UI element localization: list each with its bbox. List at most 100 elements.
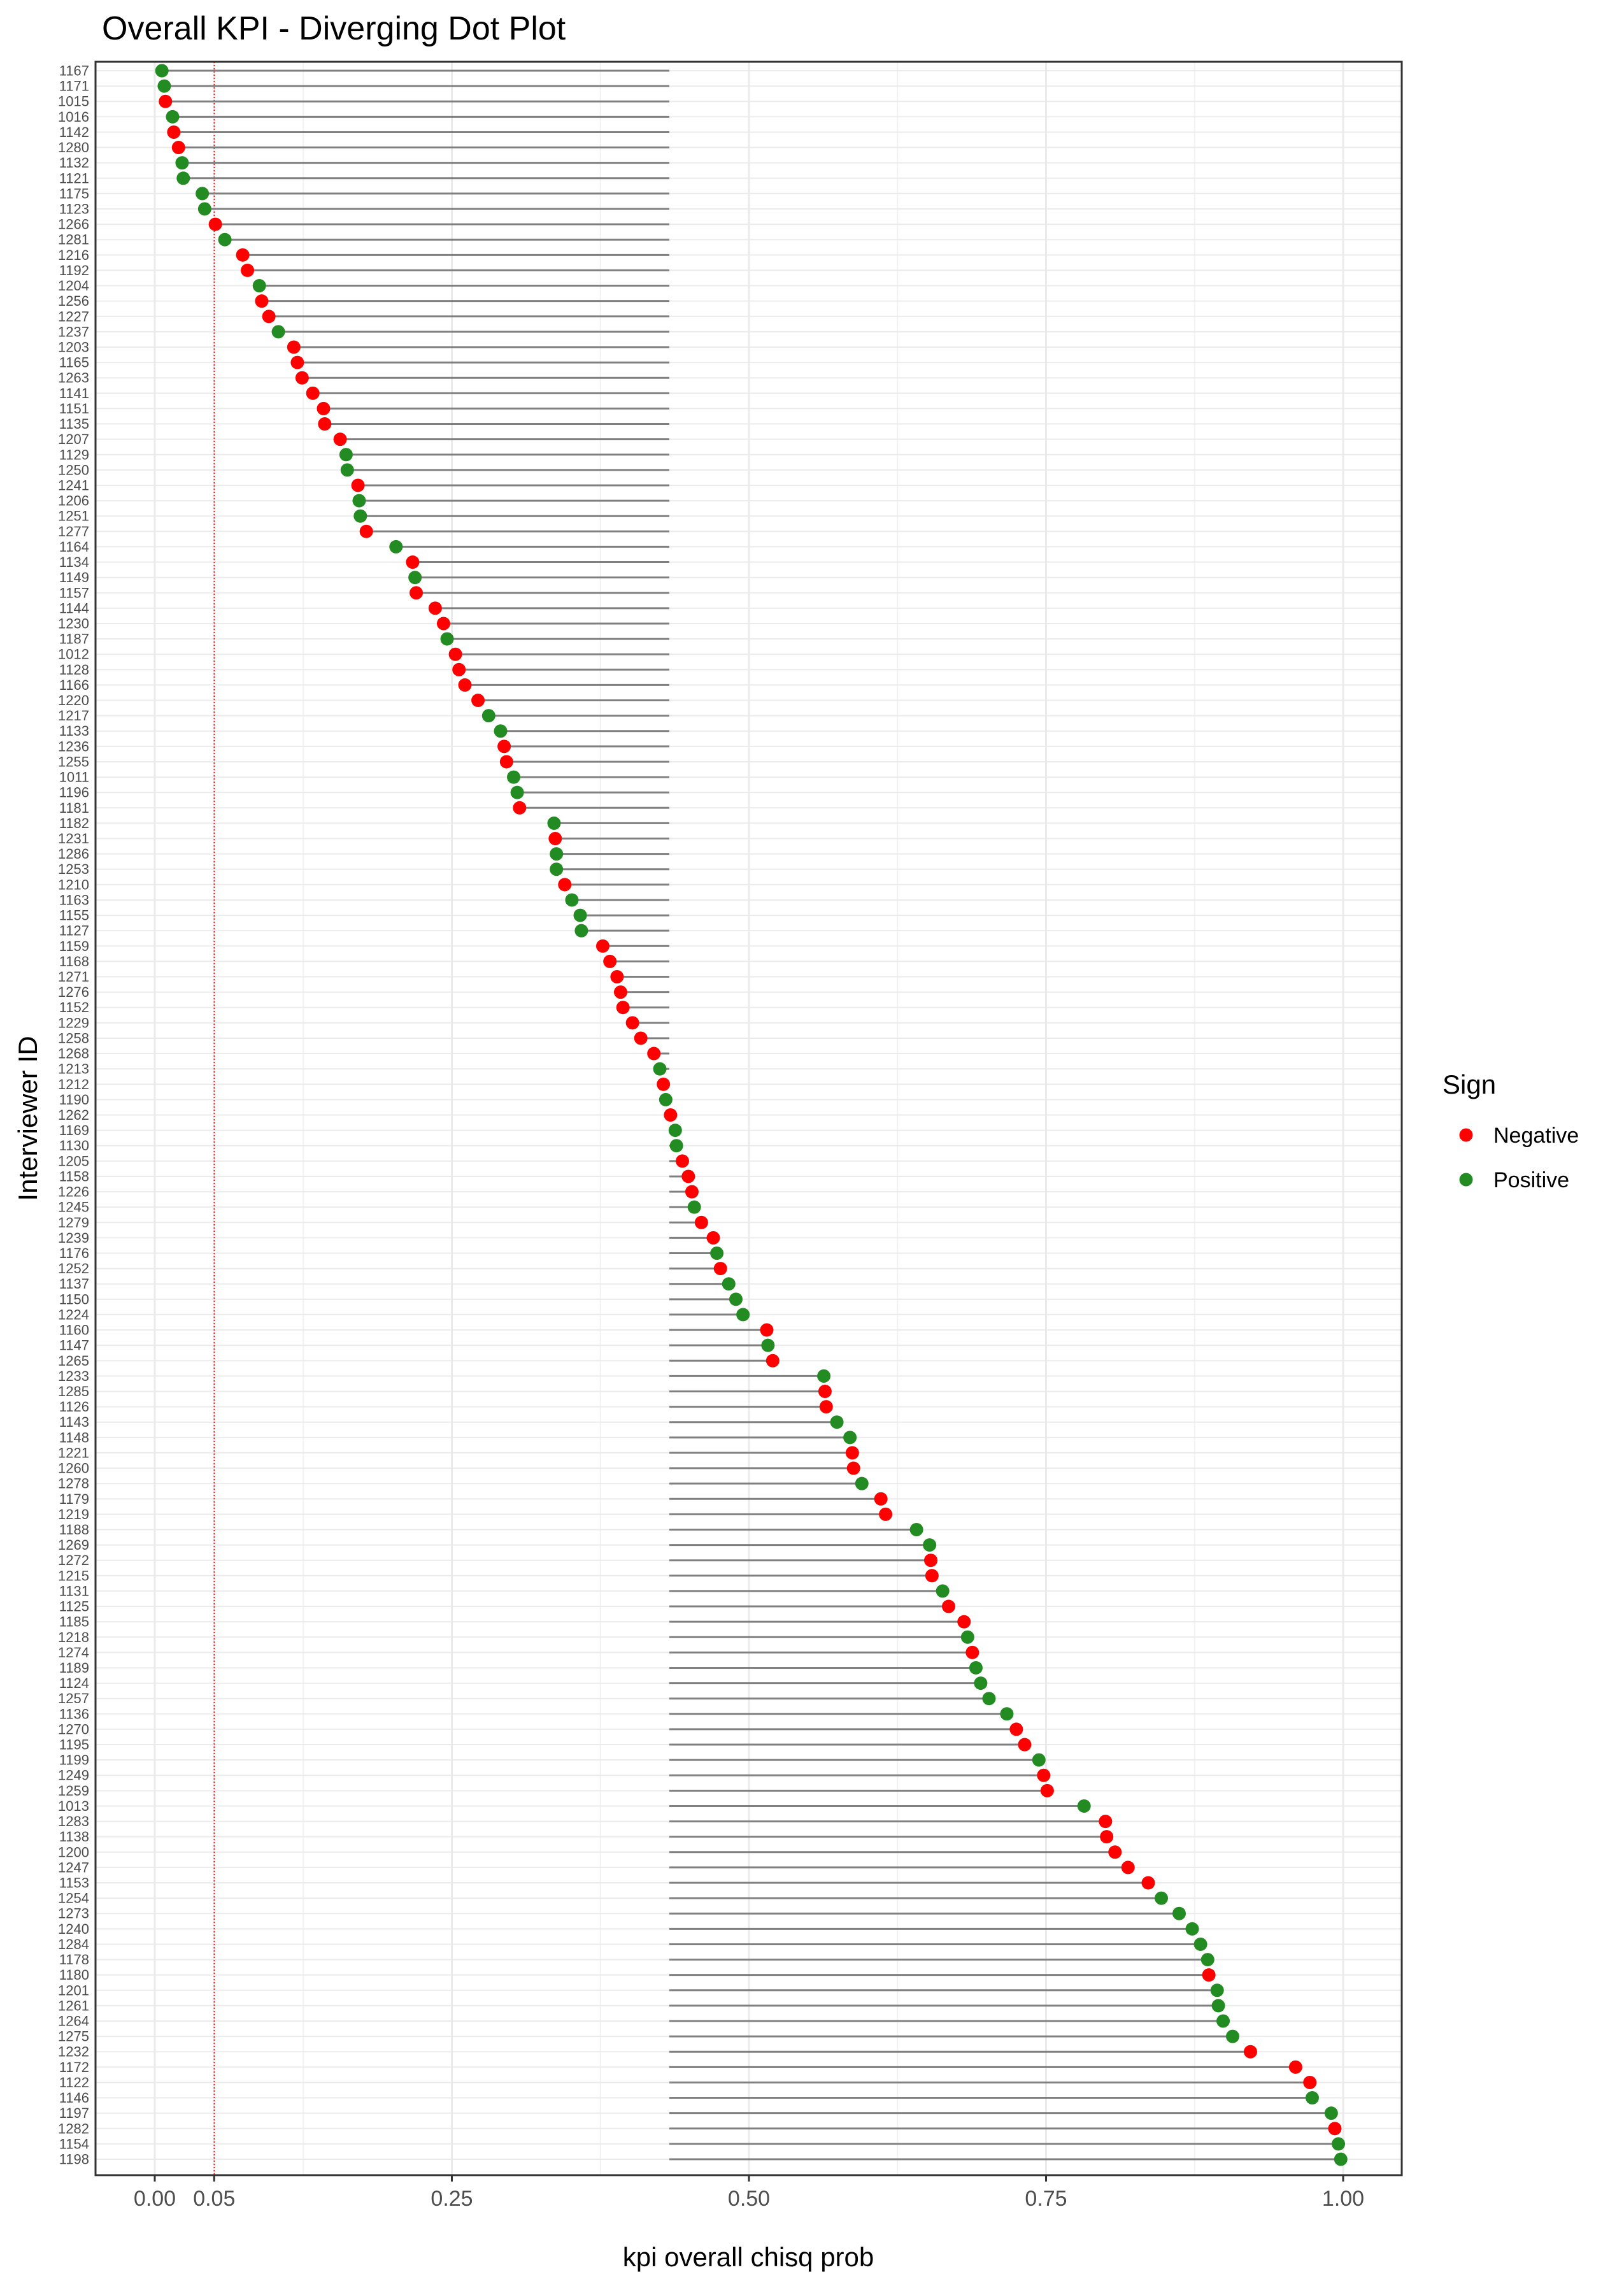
x-tick-label: 0.50	[728, 2187, 770, 2211]
y-tick-label: 1185	[59, 1614, 89, 1630]
y-tick-label: 1221	[58, 1445, 89, 1461]
y-tick-label: 1012	[58, 646, 89, 662]
legend-title: Sign	[1442, 1069, 1496, 1099]
y-tick-label: 1282	[58, 2120, 89, 2136]
data-point	[499, 755, 513, 769]
y-tick-label: 1268	[58, 1046, 89, 1062]
data-point	[982, 1692, 996, 1706]
data-point	[1288, 2060, 1302, 2074]
y-tick-label: 1204	[58, 278, 89, 294]
data-point	[440, 632, 454, 646]
data-point	[359, 524, 373, 538]
data-point	[290, 355, 304, 369]
data-point	[634, 1031, 648, 1045]
y-tick-label: 1122	[59, 2075, 89, 2090]
y-tick-label: 1192	[59, 262, 89, 278]
y-tick-label: 1199	[59, 1752, 89, 1768]
y-tick-label: 1212	[58, 1076, 89, 1092]
data-point	[1243, 2045, 1257, 2059]
data-point	[664, 1108, 678, 1122]
y-tick-label: 1189	[59, 1660, 89, 1676]
data-point	[1334, 2152, 1348, 2166]
data-point	[410, 586, 424, 600]
data-point	[333, 432, 347, 446]
y-tick-label: 1013	[58, 1798, 89, 1814]
y-tick-label: 1167	[59, 63, 89, 79]
legend-key-positive	[1459, 1173, 1473, 1187]
data-point	[481, 709, 495, 723]
data-point	[452, 662, 466, 676]
data-point	[1099, 1815, 1113, 1829]
data-point	[218, 232, 232, 246]
y-tick-label: 1195	[59, 1737, 89, 1753]
y-tick-label: 1275	[58, 2029, 89, 2045]
y-tick-label: 1277	[58, 524, 89, 539]
y-tick-label: 1264	[58, 2013, 89, 2029]
y-tick-label: 1278	[58, 1476, 89, 1492]
data-point	[1108, 1845, 1122, 1859]
data-point	[157, 79, 171, 93]
y-tick-label: 1258	[58, 1030, 89, 1046]
y-tick-label: 1213	[58, 1061, 89, 1077]
y-tick-label: 1150	[59, 1291, 89, 1307]
data-point	[936, 1584, 950, 1598]
y-tick-label: 1124	[59, 1675, 89, 1691]
y-tick-label: 1271	[58, 969, 89, 985]
data-point	[766, 1354, 780, 1368]
data-point	[494, 724, 508, 738]
y-tick-label: 1188	[59, 1522, 89, 1538]
y-tick-label: 1169	[59, 1122, 89, 1138]
data-point	[923, 1554, 937, 1568]
y-tick-label: 1166	[59, 677, 89, 693]
y-tick-label: 1121	[59, 170, 89, 186]
y-tick-label: 1260	[58, 1461, 89, 1476]
y-tick-label: 1149	[59, 569, 89, 585]
data-point	[969, 1661, 983, 1675]
data-point	[1324, 2106, 1338, 2120]
data-point	[507, 770, 521, 784]
y-tick-label: 1230	[58, 615, 89, 631]
y-tick-label: 1239	[58, 1230, 89, 1246]
y-tick-label: 1284	[58, 1936, 89, 1952]
data-point	[817, 1369, 831, 1383]
data-point	[713, 1262, 727, 1276]
y-tick-label: 1176	[59, 1245, 89, 1261]
legend-label-negative: Negative	[1493, 1124, 1579, 1148]
y-tick-label: 1126	[59, 1399, 89, 1415]
data-point	[957, 1615, 971, 1629]
y-tick-label: 1152	[59, 999, 89, 1015]
y-tick-label: 1148	[59, 1429, 89, 1445]
y-tick-label: 1141	[59, 385, 89, 401]
x-tick-label: 0.25	[431, 2187, 473, 2211]
y-tick-label: 1128	[59, 662, 89, 678]
data-point	[1172, 1906, 1186, 1920]
data-point	[1032, 1753, 1046, 1767]
data-point	[669, 1139, 683, 1153]
data-point	[610, 970, 624, 984]
data-point	[1037, 1768, 1051, 1782]
y-tick-label: 1249	[58, 1768, 89, 1783]
y-tick-label: 1257	[58, 1690, 89, 1706]
x-axis-title: kpi overall chisq prob	[623, 2242, 874, 2272]
data-point	[318, 417, 332, 431]
data-point	[1305, 2091, 1319, 2105]
data-point	[1000, 1707, 1014, 1721]
data-point	[262, 310, 276, 324]
y-tick-label: 1207	[58, 431, 89, 447]
y-tick-label: 1157	[59, 585, 89, 601]
data-point	[1328, 2122, 1342, 2136]
y-tick-label: 1226	[58, 1184, 89, 1200]
y-tick-label: 1266	[58, 217, 89, 232]
y-tick-label: 1263	[58, 370, 89, 386]
y-tick-label: 1254	[58, 1890, 89, 1906]
data-point	[1202, 1968, 1216, 1982]
data-point	[879, 1507, 893, 1521]
data-point	[548, 832, 562, 846]
legend: Sign Negative Positive	[1442, 1069, 1579, 1192]
y-tick-label: 1233	[58, 1368, 89, 1384]
data-point	[1141, 1876, 1155, 1890]
data-point	[659, 1092, 673, 1106]
y-tick-label: 1215	[58, 1568, 89, 1583]
y-tick-label: 1160	[59, 1322, 89, 1338]
data-point	[573, 908, 587, 922]
